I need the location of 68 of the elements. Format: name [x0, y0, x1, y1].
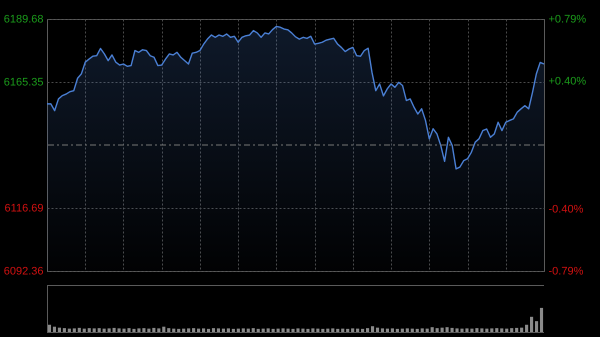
bar — [450, 328, 454, 332]
bar — [272, 328, 275, 332]
bar — [286, 328, 290, 332]
bar — [202, 328, 206, 332]
y2-tick-label: +0.40% — [548, 76, 586, 88]
bar — [380, 328, 384, 332]
bar — [436, 328, 439, 332]
y-tick-label: 6116.69 — [4, 202, 44, 214]
bar — [108, 328, 111, 332]
bar — [520, 328, 524, 332]
bar — [276, 328, 280, 332]
bar — [226, 328, 230, 332]
bar — [376, 328, 380, 332]
bar — [460, 328, 464, 332]
bar — [222, 328, 225, 332]
bar — [58, 328, 61, 332]
bar — [127, 328, 131, 332]
bar — [316, 328, 320, 332]
y2-tick-label: -0.40% — [548, 203, 584, 216]
bar — [386, 328, 390, 332]
bar — [361, 328, 364, 332]
bar — [212, 328, 216, 332]
y-tick-label: 6165.35 — [4, 76, 44, 88]
bar — [465, 328, 469, 332]
bar — [530, 316, 534, 332]
bar — [152, 328, 156, 332]
bar — [187, 328, 190, 332]
bar — [396, 328, 399, 332]
y-tick-label: 6092.36 — [4, 266, 44, 278]
bar — [370, 326, 374, 332]
bar — [296, 328, 300, 332]
bar — [118, 328, 121, 332]
bar — [446, 327, 449, 332]
bar — [197, 328, 200, 332]
bar — [291, 328, 295, 332]
bar — [147, 328, 150, 332]
bar — [122, 328, 126, 332]
bar — [366, 328, 370, 332]
bar — [440, 328, 444, 332]
bar — [306, 328, 310, 332]
bar — [206, 328, 210, 332]
bar — [52, 326, 56, 332]
bar — [525, 324, 528, 332]
bar — [356, 328, 360, 332]
bar — [475, 328, 478, 332]
bar — [534, 321, 538, 332]
bar — [301, 328, 305, 332]
bar — [232, 328, 235, 332]
bar — [192, 328, 196, 332]
bar — [132, 328, 136, 332]
bar — [282, 328, 285, 332]
bar — [137, 328, 141, 332]
bar — [48, 324, 52, 332]
bar — [112, 328, 116, 332]
bar — [142, 328, 146, 332]
bar — [62, 328, 66, 332]
bar — [480, 328, 484, 332]
bar — [400, 328, 404, 332]
bar — [68, 328, 71, 332]
bar — [216, 328, 220, 332]
y2-tick-label: +0.79% — [548, 14, 586, 26]
bar — [311, 328, 314, 332]
bar — [470, 328, 474, 332]
bar — [540, 308, 544, 332]
bar — [455, 328, 459, 332]
y-tick-label: 6189.68 — [4, 14, 44, 26]
bar — [390, 328, 394, 332]
y2-tick-label: -0.79% — [548, 266, 584, 278]
